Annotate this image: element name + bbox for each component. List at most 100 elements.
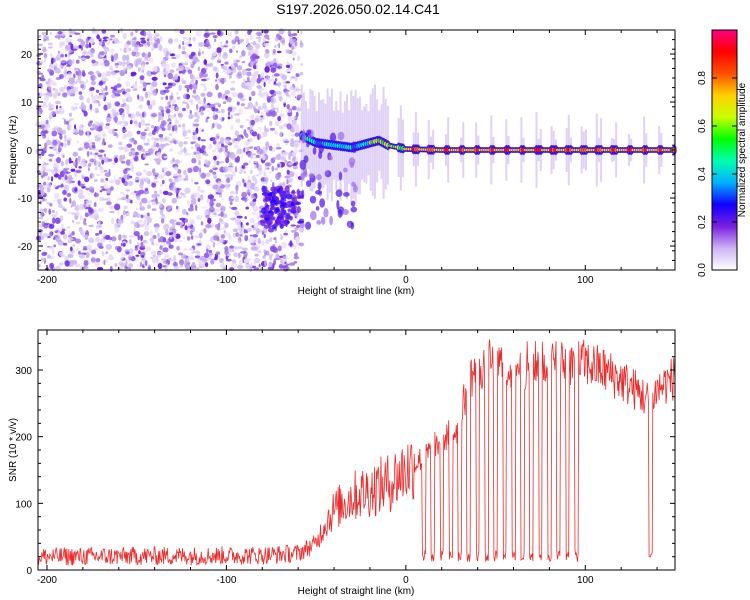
spectrogram-noise-cell (94, 152, 99, 155)
spectrogram-noise-cell (283, 232, 288, 236)
spectrogram-noise-cell (243, 258, 250, 264)
spectrogram-noise-cell (182, 46, 186, 50)
spectrogram-noise-cell (121, 160, 126, 164)
spectrogram-noise-cell (200, 189, 205, 193)
spectrogram-noise-cell (100, 186, 105, 189)
spectrogram-noise-cell (132, 88, 138, 91)
spectrogram-noise-cell (36, 53, 42, 57)
spectrogram-noise-cell (183, 147, 187, 154)
spectrogram-noise-cell (217, 92, 223, 98)
spectrogram-noise-cell (174, 238, 178, 243)
spectrogram-noise-cell (172, 176, 178, 179)
spectrogram-noise-cell (87, 207, 94, 214)
snr-y-tick-label: 200 (15, 433, 32, 444)
snr-x-tick-label: 0 (403, 575, 409, 586)
spectrogram-noise-cell (106, 117, 112, 123)
spectrogram-noise-cell (295, 214, 302, 219)
spectrogram-noise-cell (293, 231, 300, 238)
spectrogram-noise-cell (75, 247, 79, 252)
spectrogram-noise-cell (88, 247, 92, 253)
spectrogram-noise-cell (187, 200, 190, 206)
spectrogram-noise-cell (47, 254, 52, 259)
spectrogram-noise-cell (270, 67, 277, 73)
spectrogram-noise-cell (39, 78, 46, 82)
spectrogram-noise-cell (63, 242, 68, 246)
spectrogram-noise-cell (230, 114, 233, 120)
spectrogram-noise-cell (144, 177, 150, 183)
spectrogram-noise-cell (293, 123, 300, 131)
spectrogram-noise-cell (90, 72, 94, 77)
spectrogram-noise-cell (68, 77, 75, 85)
spectrogram-noise-cell (176, 245, 180, 251)
spectrogram-noise-cell (209, 169, 213, 173)
spectrogram-signal-scatter (343, 167, 348, 173)
spectrogram-noise-cell (130, 191, 135, 196)
spectrogram-noise-cell (144, 188, 148, 192)
spectrogram-noise-cell (39, 186, 45, 191)
spectrogram-noise-cell (52, 184, 57, 188)
spectrogram-noise-cell (236, 50, 239, 53)
spectrogram-noise-cell (270, 102, 275, 110)
spectrogram-noise-cell (168, 244, 174, 249)
spectrogram-noise-cell (234, 130, 240, 136)
spectrogram-noise-cell (253, 108, 259, 114)
spectrogram-noise-cell (274, 167, 278, 171)
spectrogram-noise-cell (271, 265, 275, 271)
spectrogram-noise-cell (96, 226, 100, 230)
spectrogram-noise-cell (151, 169, 156, 174)
spectrogram-noise-cell (77, 55, 82, 59)
spectrogram-noise-cell (41, 103, 48, 108)
spectrogram-signal-scatter (308, 173, 315, 178)
spectrogram-noise-cell (154, 32, 159, 35)
spectrogram-noise-cell (47, 68, 53, 73)
spectrogram-noise-cell (141, 255, 145, 258)
spectrogram-noise-cell (107, 158, 113, 162)
spectrogram-noise-cell (203, 85, 207, 92)
spectrogram-signal-scatter (350, 206, 358, 213)
spectrogram-noise-cell (45, 119, 49, 126)
spectrogram-noise-cell (91, 100, 98, 104)
spectrogram-noise-cell (117, 209, 120, 216)
spectrogram-noise-cell (51, 213, 58, 218)
spectrogram-noise-cell (115, 179, 121, 186)
spectrogram-noise-cell (173, 181, 176, 186)
spectrogram-noise-cell (151, 136, 156, 141)
spectrogram-noise-cell (254, 179, 258, 184)
spectrogram-noise-cell (220, 211, 224, 218)
spectrogram-noise-cell (73, 86, 79, 93)
spectrogram-noise-cell (49, 262, 55, 270)
spectrogram-noise-cell (135, 61, 138, 68)
spectrogram-noise-cell (52, 87, 56, 91)
spectrogram-signal-scatter (350, 200, 356, 207)
spectrogram-noise-cell (92, 145, 96, 149)
spectrogram-noise-cell (297, 94, 303, 99)
spectrogram-noise-cell (182, 107, 186, 112)
spectrogram-noise-cell (101, 250, 105, 257)
spectrogram-noise-cell (87, 121, 92, 127)
spectrogram-noise-cell (261, 231, 264, 236)
spectrogram-noise-cell (278, 96, 283, 102)
spectrogram-noise-cell (105, 85, 108, 91)
spectrogram-noise-cell (292, 32, 298, 37)
spectrogram-noise-cell (203, 59, 208, 66)
spectrogram-noise-cell (81, 101, 85, 108)
spectrogram-noise-cell (138, 189, 145, 195)
spectrogram-noise-cell (108, 169, 111, 176)
spectrogram-noise-cell (143, 31, 147, 37)
spectrogram-noise-cell (228, 234, 232, 241)
spectrogram-noise-cell (216, 47, 222, 54)
spectrogram-noise-cell (211, 149, 217, 153)
spectrogram-noise-cell (265, 250, 270, 256)
spectrogram-noise-cell (230, 87, 236, 91)
spectrogram-noise-cell (258, 105, 262, 111)
spectrogram-noise-cell (160, 96, 164, 100)
spectrogram-noise-cell (290, 224, 297, 227)
spectrogram-noise-cell (184, 257, 190, 264)
spectrogram-noise-cell (105, 258, 108, 263)
spectrogram-noise-cell (141, 69, 145, 73)
spectrogram-noise-cell (229, 190, 235, 195)
spectrogram-noise-cell (79, 214, 83, 222)
spectrogram-noise-cell (116, 40, 122, 44)
spectrogram-noise-cell (97, 101, 101, 107)
spectrogram-noise-cell (121, 120, 127, 125)
